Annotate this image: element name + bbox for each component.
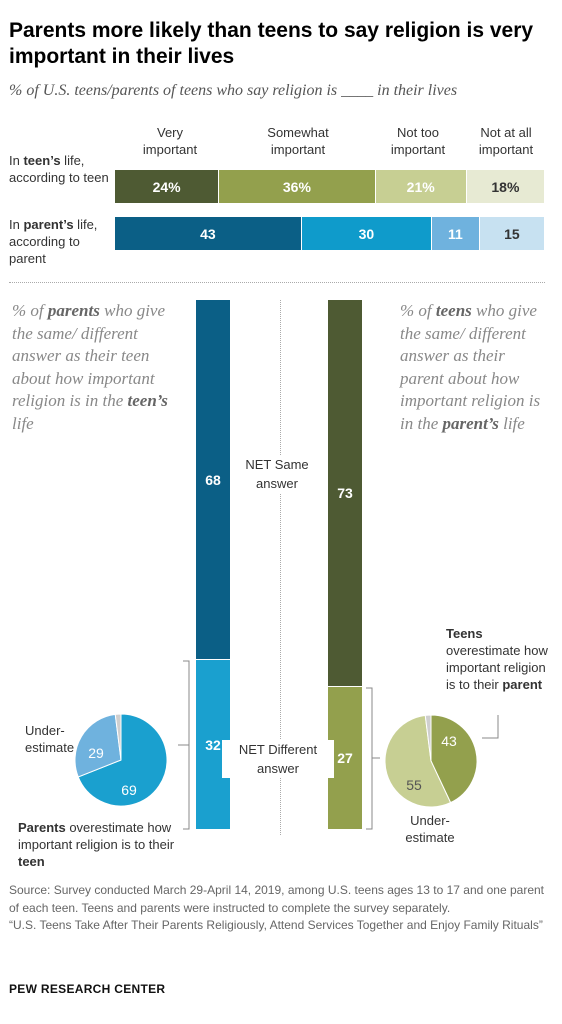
- left-pie-slice: [77, 713, 168, 807]
- section-divider: [9, 282, 545, 283]
- center-divider: [280, 300, 281, 835]
- right-pie-slice-label: 55: [406, 777, 422, 793]
- row-label-teen: In teen’s life, according to teen: [9, 153, 109, 185]
- left-pie-slice: [74, 713, 122, 778]
- col-header-notatall: Not at all important: [478, 125, 534, 157]
- source-note: Source: Survey conducted March 29-April …: [9, 883, 545, 932]
- right-pie-slice: [424, 714, 432, 762]
- row-label-parent: In parent’s life, according to parent: [9, 217, 98, 266]
- right-under-label: Under- estimate: [405, 813, 455, 845]
- net-bar-segment: 68: [196, 300, 230, 660]
- bar-segment: 43: [115, 217, 301, 250]
- right-over-label: Teens overestimate how important religio…: [446, 626, 548, 692]
- bar-segment: 30: [301, 217, 432, 250]
- left-pie-slice: [114, 713, 122, 761]
- right-note: % of teens who give the same/ different …: [400, 301, 541, 433]
- bar-segment: 15: [479, 217, 544, 250]
- left-over-label: Parents overestimate how important relig…: [18, 820, 175, 869]
- col-header-very: Very important: [142, 125, 198, 157]
- left-note: % of parents who give the same/ differen…: [12, 301, 168, 433]
- left-pie-slice-label: 69: [121, 782, 137, 798]
- col-header-somewhat: Somewhat important: [267, 125, 329, 157]
- col-header-nottoo: Not too important: [390, 125, 446, 157]
- net-same-label: NET Same answer: [232, 455, 322, 493]
- chart-title: Parents more likely than teens to say re…: [9, 19, 534, 68]
- brand-logo-text: PEW RESEARCH CENTER: [9, 982, 166, 996]
- right-pie-slice-label: 43: [441, 733, 457, 749]
- bar-segment: 24%: [115, 170, 219, 203]
- right-pointer-line: [482, 715, 499, 739]
- left-under-label: Under- estimate: [25, 723, 75, 755]
- right-pie-slice: [430, 714, 478, 804]
- right-pie-slice: [384, 714, 452, 808]
- bar-segment: 18%: [466, 170, 544, 203]
- bar-segment: 36%: [219, 170, 375, 203]
- net-bar-segment: 73: [328, 300, 362, 686]
- net-different-label: NET Different answer: [222, 740, 334, 778]
- left-pie-slice-label: 29: [88, 745, 104, 761]
- chart-subtitle: % of U.S. teens/parents of teens who say…: [9, 82, 458, 99]
- bar-segment: 11: [432, 217, 479, 250]
- right-bracket: [366, 687, 380, 830]
- bar-segment: 21%: [375, 170, 466, 203]
- left-bracket: [178, 660, 190, 830]
